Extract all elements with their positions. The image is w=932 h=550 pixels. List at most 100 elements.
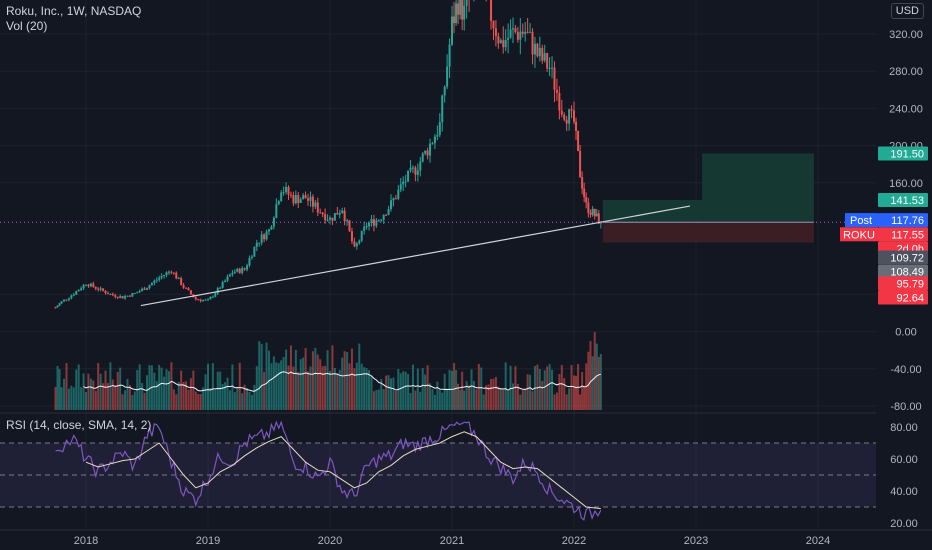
volume-bar (414, 390, 417, 410)
volume-bar (341, 357, 344, 410)
candle-body (521, 31, 524, 34)
volume-bar (509, 365, 512, 410)
candle-body (228, 274, 231, 277)
volume-bar (468, 385, 471, 410)
volume-bar (209, 388, 212, 410)
volume-bar (480, 367, 483, 410)
candle-body (275, 204, 278, 218)
volume-bar (377, 389, 380, 410)
candle-body (402, 181, 405, 185)
volume-bar (563, 378, 566, 410)
candle-body (143, 288, 146, 290)
time-tick-label: 2019 (196, 535, 220, 547)
candle-body (529, 31, 532, 33)
candle-body (504, 39, 507, 48)
volume-bar (119, 367, 122, 410)
volume-bar (224, 382, 227, 410)
candle-body (407, 170, 410, 182)
candle-body (116, 296, 119, 298)
candle-body (516, 32, 519, 40)
volume-bar (141, 383, 144, 410)
candle-body (316, 202, 319, 213)
volume-bar (238, 362, 241, 410)
volume-bar (538, 369, 541, 410)
candle-body (433, 136, 436, 144)
volume-bar (116, 371, 119, 410)
time-tick-label: 2018 (74, 535, 98, 547)
candle-body (106, 293, 109, 295)
volume-bar (433, 394, 436, 410)
volume-bar (104, 370, 107, 410)
volume-bar (177, 382, 180, 410)
volume-bar (143, 392, 146, 410)
volume-bar (507, 391, 510, 410)
candle-body (348, 220, 351, 232)
volume-bar (370, 375, 373, 410)
candle-body (82, 284, 85, 289)
candle-body (299, 199, 302, 204)
candle-body (177, 278, 180, 280)
candle-body (85, 284, 87, 286)
volume-bar (226, 377, 229, 410)
candle-body (404, 181, 407, 183)
volume-bar (170, 362, 173, 410)
time-axis[interactable]: 2018 2019 2020 2021 2022 2023 2024 (0, 529, 932, 550)
candle-body (416, 170, 419, 175)
volume-bar (58, 369, 61, 410)
candle-body (114, 295, 117, 297)
candle-body (524, 31, 527, 34)
volume-bar (163, 376, 166, 410)
volume-bar (524, 388, 527, 410)
long-position-tool[interactable] (602, 153, 814, 243)
volume-bar (302, 357, 305, 410)
candle-body (187, 288, 190, 291)
rsi-line (55, 420, 602, 521)
volume-bar (363, 367, 366, 410)
volume-bar (375, 390, 378, 410)
volume-bar (321, 366, 324, 410)
candle-body (441, 95, 444, 123)
candle-body (221, 282, 224, 288)
volume-bar (54, 386, 57, 410)
first-target-tag-bg (878, 192, 928, 207)
volume-bar (333, 367, 336, 410)
candle-body (56, 305, 59, 308)
candle-body (365, 226, 368, 228)
symbol-label-bg (840, 227, 878, 242)
volume-bar (461, 371, 464, 410)
volume-bar (192, 370, 195, 410)
volume-bar (492, 378, 495, 410)
candle-body (224, 280, 227, 283)
candle-body (270, 226, 273, 230)
candle-body (558, 92, 561, 111)
candle-body (158, 277, 161, 280)
trend-line[interactable] (140, 205, 691, 307)
level-2-tag: 109.72 (890, 253, 924, 265)
currency-button[interactable]: USD (890, 3, 924, 19)
volume-bar (253, 384, 256, 410)
volume-bar (99, 373, 102, 410)
candle-body (568, 109, 571, 124)
candle-body (575, 121, 578, 131)
volume-bar (543, 370, 546, 410)
candle-body (353, 241, 356, 247)
volume-bar (597, 356, 600, 410)
candle-body (202, 300, 205, 302)
volume-bar (516, 384, 519, 410)
candle-body (372, 219, 375, 226)
candle-body (326, 219, 329, 221)
candle-body (207, 299, 209, 301)
candle-body (165, 272, 168, 275)
volume-bar (407, 373, 410, 410)
volume-bar (280, 360, 283, 410)
volume-bar (348, 363, 351, 410)
volume-bar (529, 374, 532, 410)
volume-bar (431, 389, 434, 410)
volume-bar (453, 363, 456, 410)
volume-bar (146, 375, 148, 410)
volume-bar (591, 356, 594, 410)
stop-price-tag-bg (878, 276, 928, 291)
candle-body (333, 212, 336, 221)
candle-body (543, 53, 546, 61)
